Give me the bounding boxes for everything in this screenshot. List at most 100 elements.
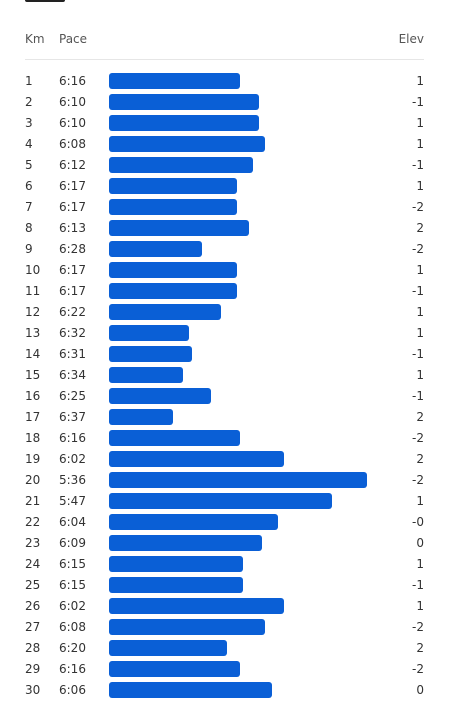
pace-bar	[109, 367, 183, 383]
pace-bar	[109, 556, 243, 572]
pace-cell: 6:28	[59, 242, 86, 256]
pace-bar	[109, 388, 212, 404]
pace-bar	[109, 73, 240, 89]
pace-bar	[109, 178, 237, 194]
km-cell: 23	[25, 536, 41, 550]
pace-cell: 6:06	[59, 683, 86, 697]
pace-bar	[109, 94, 259, 110]
km-cell: 17	[25, 410, 41, 424]
km-cell: 11	[25, 284, 41, 298]
pace-bar	[109, 157, 253, 173]
km-cell: 12	[25, 305, 41, 319]
elev-cell: -2	[412, 662, 424, 676]
km-cell: 24	[25, 557, 41, 571]
pace-bar	[109, 283, 237, 299]
pace-cell: 6:02	[59, 452, 86, 466]
pace-bar	[109, 304, 221, 320]
pace-cell: 6:16	[59, 74, 86, 88]
km-cell: 7	[25, 200, 33, 214]
km-cell: 4	[25, 137, 33, 151]
pace-header: Pace	[59, 32, 88, 46]
km-cell: 26	[25, 599, 41, 613]
km-cell: 27	[25, 620, 41, 634]
km-cell: 14	[25, 347, 41, 361]
elev-cell: -1	[412, 578, 424, 592]
pace-cell: 6:08	[59, 620, 86, 634]
elev-cell: 1	[416, 599, 424, 613]
elev-cell: -2	[412, 242, 424, 256]
elev-cell: 0	[416, 536, 424, 550]
pace-cell: 6:10	[59, 116, 86, 130]
pace-cell: 6:20	[59, 641, 86, 655]
km-cell: 29	[25, 662, 41, 676]
pace-cell: 6:31	[59, 347, 86, 361]
elev-cell: -1	[412, 158, 424, 172]
divider	[25, 59, 424, 60]
pace-bar	[109, 598, 285, 614]
elev-cell: 1	[416, 116, 424, 130]
pace-cell: 6:37	[59, 410, 86, 424]
km-cell: 15	[25, 368, 41, 382]
km-cell: 9	[25, 242, 33, 256]
pace-bar	[109, 409, 173, 425]
pace-cell: 6:16	[59, 431, 86, 445]
pace-cell: 6:22	[59, 305, 86, 319]
pace-bar	[109, 346, 193, 362]
pace-cell: 6:09	[59, 536, 86, 550]
elev-cell: 0	[416, 683, 424, 697]
km-cell: 18	[25, 431, 41, 445]
pace-cell: 6:16	[59, 662, 86, 676]
pace-cell: 6:34	[59, 368, 86, 382]
pace-cell: 6:08	[59, 137, 86, 151]
pace-cell: 6:17	[59, 284, 86, 298]
km-cell: 22	[25, 515, 41, 529]
elev-cell: -0	[412, 515, 424, 529]
elev-cell: 1	[416, 74, 424, 88]
km-cell: 3	[25, 116, 33, 130]
elev-cell: 2	[416, 452, 424, 466]
pace-bar	[109, 325, 189, 341]
elev-cell: 1	[416, 326, 424, 340]
elev-cell: -1	[412, 389, 424, 403]
elev-cell: 1	[416, 137, 424, 151]
pace-bar	[109, 577, 243, 593]
pace-bar	[109, 619, 266, 635]
pace-cell: 6:04	[59, 515, 86, 529]
pace-bar	[109, 115, 259, 131]
pace-bar	[109, 430, 240, 446]
km-cell: 21	[25, 494, 41, 508]
km-cell: 5	[25, 158, 33, 172]
pace-bar	[109, 220, 250, 236]
cropped-heading	[25, 0, 65, 2]
pace-bar	[109, 472, 367, 488]
pace-cell: 6:12	[59, 158, 86, 172]
pace-bar	[109, 640, 228, 656]
elev-cell: -1	[412, 95, 424, 109]
pace-cell: 6:15	[59, 557, 86, 571]
elev-cell: 2	[416, 641, 424, 655]
pace-cell: 5:47	[59, 494, 86, 508]
elev-cell: -2	[412, 200, 424, 214]
km-cell: 16	[25, 389, 41, 403]
km-cell: 2	[25, 95, 33, 109]
km-cell: 20	[25, 473, 41, 487]
elev-cell: 1	[416, 557, 424, 571]
pace-bar	[109, 682, 272, 698]
km-cell: 10	[25, 263, 41, 277]
elev-cell: 1	[416, 179, 424, 193]
elev-cell: -1	[412, 284, 424, 298]
pace-cell: 6:25	[59, 389, 86, 403]
pace-bar	[109, 514, 278, 530]
pace-bar	[109, 262, 237, 278]
km-cell: 8	[25, 221, 33, 235]
pace-bar	[109, 136, 266, 152]
km-cell: 30	[25, 683, 41, 697]
elev-cell: 2	[416, 221, 424, 235]
km-cell: 6	[25, 179, 33, 193]
elev-header: Elev	[398, 32, 424, 46]
km-cell: 25	[25, 578, 41, 592]
pace-cell: 6:17	[59, 263, 86, 277]
elev-cell: 2	[416, 410, 424, 424]
pace-cell: 5:36	[59, 473, 86, 487]
